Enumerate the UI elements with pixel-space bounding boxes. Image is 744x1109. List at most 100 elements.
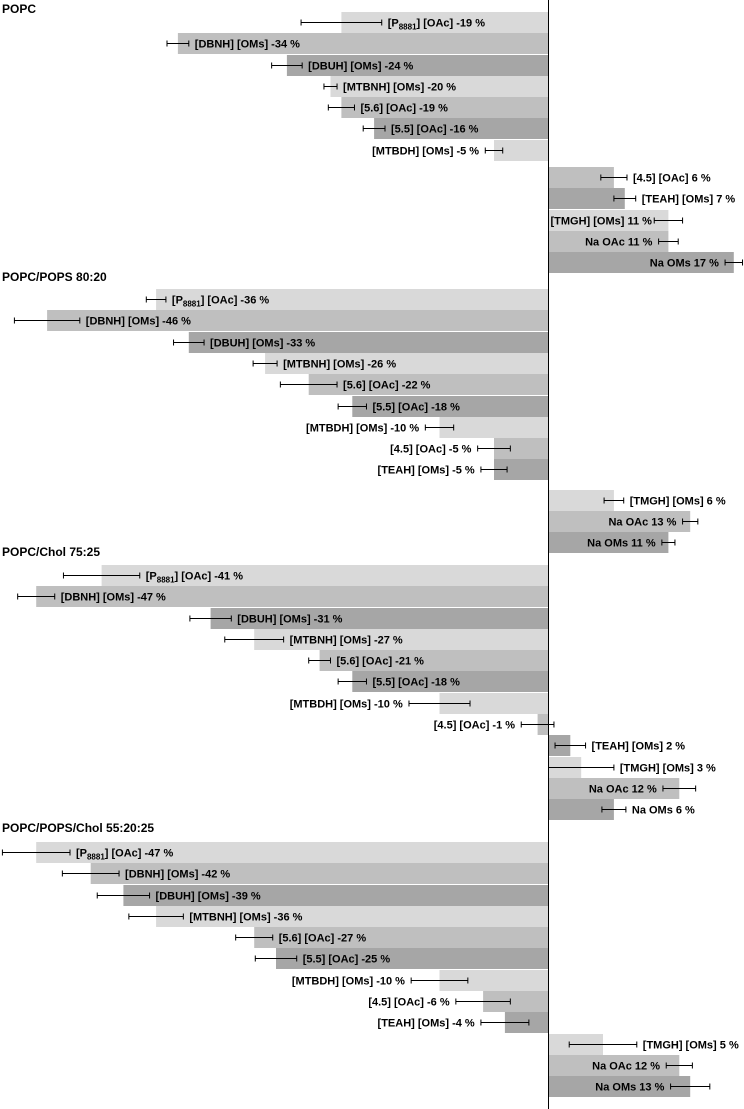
bar-label: Na OAc 12 % [592, 1061, 660, 1073]
bar-label: [4.5] [OAc] 6 % [633, 173, 711, 185]
error-bar [235, 934, 274, 941]
error-bar [308, 657, 331, 664]
panel-title: POPC/Chol 75:25 [2, 545, 100, 559]
bar-label: [P8881] [OAc] -41 % [146, 571, 243, 585]
error-bar [480, 466, 508, 473]
bar [341, 97, 549, 118]
bar-label: Na OAc 13 % [608, 517, 676, 529]
bar [90, 863, 549, 884]
bar [439, 970, 549, 991]
bar-label: [5.6] [OAc] -22 % [343, 380, 431, 392]
bar-label: Na OAc 12 % [589, 784, 657, 796]
error-bar [327, 104, 355, 111]
bar [210, 608, 549, 629]
error-bar [658, 238, 679, 245]
bar-label: [DBUH] [OMs] -31 % [237, 614, 342, 626]
bar-label: [TMGH] [OMs] 6 % [630, 496, 726, 508]
bar [494, 140, 549, 161]
bar-label: [MTBDH] [OMs] -10 % [290, 699, 403, 711]
error-bar [603, 497, 625, 504]
bar-label: Na OMs 6 % [632, 805, 695, 817]
bar-label: [MTBNH] [OMs] -36 % [189, 912, 302, 924]
bar [483, 991, 549, 1012]
bar-label: [MTBNH] [OMs] -27 % [290, 635, 403, 647]
bar-label: [TEAH] [OMs] 7 % [642, 194, 736, 206]
bar-label: Na OMs 11 % [587, 538, 656, 550]
bar-label: [MTBNH] [OMs] -20 % [343, 82, 456, 94]
error-bar [568, 1041, 638, 1048]
panel-4: POPC/POPS/Chol 55:20:25 [P8881] [OAc] -47… [1, 821, 739, 1097]
bar [123, 885, 549, 906]
bar [548, 511, 691, 532]
bar [548, 799, 614, 820]
error-bar [254, 955, 298, 962]
error-bar [252, 360, 278, 367]
bar [548, 252, 734, 273]
panel-title: POPC/POPS/Chol 55:20:25 [2, 821, 154, 835]
bar-label: [TMGH] [OMs] 3 % [620, 763, 716, 775]
bar [254, 629, 549, 650]
error-bar [600, 174, 628, 181]
error-bar [661, 539, 676, 546]
error-bar [13, 317, 81, 324]
bar-label: [DBNH] [OMs] -42 % [125, 869, 230, 881]
bar-label: Na OAc 11 % [585, 237, 652, 249]
error-bar [408, 700, 471, 707]
error-bar [173, 339, 205, 346]
bar [352, 671, 549, 692]
bar-label: Na OMs 13 % [595, 1082, 664, 1094]
bar-label: [4.5] [OAc] -5 % [390, 444, 472, 456]
error-bar [455, 998, 511, 1005]
bar-label: [DBNH] [OMs] -47 % [61, 592, 166, 604]
bar-label: [P8881] [OAc] -36 % [172, 295, 269, 309]
bar [439, 693, 549, 714]
bar-label: [P8881] [OAc] -19 % [388, 18, 485, 32]
error-bar [166, 40, 190, 47]
error-bar [62, 572, 141, 579]
bar [188, 332, 549, 353]
error-bar [145, 296, 167, 303]
bar [177, 33, 549, 54]
bar [265, 353, 549, 374]
bar-label: [MTBNH] [OMs] -26 % [283, 359, 396, 371]
bar [548, 532, 669, 553]
bar-label: [TMGH] [OMs] 5 % [643, 1040, 739, 1052]
panel-title: POPC [2, 2, 36, 16]
bar-label: [5.6] [OAc] -27 % [279, 933, 367, 945]
bar-label: [DBUH] [OMs] -39 % [156, 891, 261, 903]
bar [548, 490, 614, 511]
panel-2: POPC/POPS 80:20 [P8881] [OAc] -36 % [DBNH]… [2, 270, 726, 553]
bar-label: [TMGH] [OMs] 11 % [551, 216, 653, 228]
bar-label: [5.6] [OAc] -19 % [360, 103, 448, 115]
bar [101, 565, 549, 586]
bar-label: [MTBDH] [OMs] -10 % [306, 423, 419, 435]
bar-label: [TEAH] [OMs] 2 % [592, 741, 686, 753]
bar [36, 586, 549, 607]
bar [548, 1076, 691, 1097]
bar [374, 118, 549, 139]
bar-label: [5.5] [OAc] -25 % [303, 954, 391, 966]
bar [156, 906, 549, 927]
bar-label: [MTBDH] [OMs] -10 % [292, 976, 405, 988]
panel-1: POPC [P8881] [OAc] -19 % [DBNH] [OMs] -34 … [2, 2, 744, 273]
bar [494, 459, 549, 480]
bar [494, 438, 549, 459]
bar-label: [4.5] [OAc] -6 % [368, 997, 450, 1009]
panel-title: POPC/POPS 80:20 [2, 270, 107, 284]
bar-label: [TEAH] [OMs] -5 % [378, 465, 475, 477]
bar [439, 417, 549, 438]
error-bar [189, 615, 232, 622]
panel-3: POPC/Chol 75:25 [P8881] [OAc] -41 % [DBNH]… [2, 545, 716, 820]
bar-label: [DBUH] [OMs] -33 % [210, 338, 315, 350]
bar-label: Na OMs 17 % [650, 258, 719, 270]
bar [330, 76, 549, 97]
error-bar [484, 147, 504, 154]
bar [47, 310, 549, 331]
bar-label: [TEAH] [OMs] -4 % [378, 1018, 475, 1030]
error-bar [724, 259, 744, 266]
error-bar [17, 593, 56, 600]
error-bar [601, 806, 627, 813]
bar [156, 289, 549, 310]
error-bar [323, 83, 338, 90]
error-bar [1, 849, 71, 856]
